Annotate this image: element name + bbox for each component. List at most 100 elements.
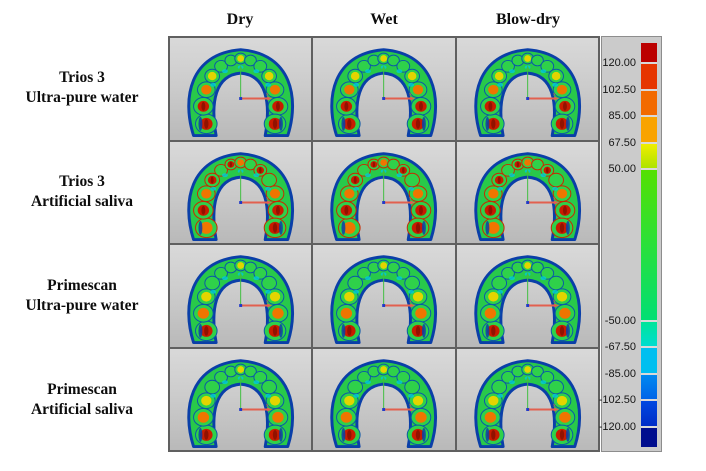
svg-text:x: x — [266, 300, 269, 305]
colorbar-segment-9 — [641, 400, 657, 427]
svg-text:y: y — [386, 378, 389, 383]
axes-triad-icon: yx — [382, 168, 416, 204]
dental-arch-scan: yx — [473, 255, 581, 345]
axes-triad-icon: yx — [238, 65, 273, 101]
colorbar-tick-85-00: -85.00 — [604, 367, 636, 380]
colorbar-segment-5 — [641, 169, 657, 321]
svg-text:y: y — [530, 67, 533, 72]
colorbar-tick-67-50: -67.50 — [604, 341, 636, 354]
dental-arch-scan: yx — [473, 358, 581, 448]
dental-arch-scan: yx — [473, 151, 581, 241]
svg-text:x: x — [553, 403, 556, 408]
svg-text:x: x — [410, 403, 413, 408]
row-label-trios-3-ultra-pure-water: Trios 3 Ultra-pure water — [0, 36, 164, 140]
column-header-blow-dry: Blow-dry — [496, 11, 560, 28]
svg-text:x: x — [410, 300, 413, 305]
colorbar-segment-1 — [641, 63, 657, 90]
colorbar-segment-4 — [641, 142, 657, 170]
svg-text:y: y — [530, 274, 533, 279]
colorbar-tick-50-00: 50.00 — [608, 163, 636, 176]
row-label-line2: Artificial saliva — [30, 193, 134, 210]
column-header-dry: Dry — [226, 11, 254, 28]
dental-arch-scan: yx — [187, 151, 295, 241]
colorbar-segment-3 — [641, 116, 657, 143]
axes-triad-icon: yx — [382, 65, 416, 101]
dental-arch-scan: yx — [330, 48, 438, 138]
axes-triad-icon: yx — [238, 168, 273, 204]
row-label-line1: Trios 3 — [59, 69, 105, 86]
svg-text:y: y — [530, 378, 533, 383]
colorbar-panel: 120.00 102.50 85.00 67.50 50.00 -50.00 -67.50 -… — [598, 36, 662, 452]
colorbar-tick-85-00: 85.00 — [608, 110, 636, 123]
colorbar-segment-gap — [641, 88, 657, 91]
colorbar-tick-102-50: -102.50 — [598, 394, 636, 407]
dental-arch-scan: yx — [330, 151, 438, 241]
axes-triad-icon: yx — [525, 375, 559, 411]
svg-text:y: y — [243, 171, 246, 176]
svg-text:x: x — [553, 93, 556, 98]
axes-triad-icon: yx — [525, 65, 559, 101]
row-label-line1: Primescan — [47, 381, 117, 398]
row-label-line1: Primescan — [47, 277, 117, 294]
colorbar-segment-gap — [641, 319, 657, 322]
svg-text:y: y — [386, 67, 389, 72]
colorbar-segment-gap — [641, 372, 657, 375]
colorbar-segment-gap — [641, 346, 657, 349]
row-label-line2: Ultra-pure water — [25, 297, 139, 314]
colorbar-segment-gap — [641, 168, 657, 171]
colorbar-segment-gap — [641, 141, 657, 144]
svg-text:x: x — [410, 93, 413, 98]
dental-arch-scan: yx — [187, 358, 295, 448]
colorbar-strip — [641, 43, 657, 447]
axes-triad-icon: yx — [238, 375, 273, 411]
colorbar-segment-2 — [641, 89, 657, 117]
row-label-trios-3-artificial-saliva: Trios 3 Artificial saliva — [0, 140, 164, 244]
colorbar-tick-50-00: -50.00 — [604, 314, 636, 327]
svg-text:x: x — [553, 196, 556, 201]
row-label-primescan-ultra-pure-water: Primescan Ultra-pure water — [0, 244, 164, 348]
svg-text:x: x — [266, 93, 269, 98]
svg-text:y: y — [243, 274, 246, 279]
svg-text:y: y — [243, 67, 246, 72]
dental-arch-scan: yx — [330, 358, 438, 448]
colorbar-tick-120-00: 120.00 — [602, 57, 636, 70]
dental-arch-scan: yx — [330, 255, 438, 345]
svg-text:x: x — [410, 196, 413, 201]
axes-triad-icon: yx — [525, 272, 559, 308]
dental-arch-scan: yx — [187, 48, 295, 138]
row-label-line1: Trios 3 — [59, 173, 105, 190]
row-label-primescan-artificial-saliva: Primescan Artificial saliva — [0, 348, 164, 452]
dental-arch-scan: yx — [187, 255, 295, 345]
axes-triad-icon: yx — [382, 272, 416, 308]
colorbar-tick-120-00: -120.00 — [598, 420, 636, 433]
colorbar-segment-gap — [641, 62, 657, 65]
svg-text:x: x — [266, 403, 269, 408]
svg-text:y: y — [386, 274, 389, 279]
colorbar-tick-102-50: 102.50 — [602, 83, 636, 96]
row-label-line2: Artificial saliva — [30, 401, 134, 418]
svg-text:x: x — [553, 300, 556, 305]
axes-triad-icon: yx — [238, 272, 273, 308]
colorbar-segment-7 — [641, 347, 657, 374]
svg-text:x: x — [266, 196, 269, 201]
colorbar-segment-gap — [641, 399, 657, 402]
axes-triad-icon: yx — [525, 168, 559, 204]
svg-text:y: y — [386, 171, 389, 176]
row-label-line2: Ultra-pure water — [25, 89, 139, 106]
colorbar-segment-8 — [641, 373, 657, 400]
dental-arch-scan: yx — [473, 48, 581, 138]
axes-triad-icon: yx — [382, 375, 416, 411]
